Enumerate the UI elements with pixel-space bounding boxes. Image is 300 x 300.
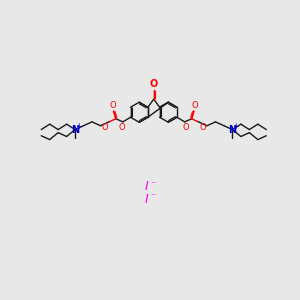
Text: O: O [110, 101, 116, 110]
Text: I: I [145, 193, 148, 206]
Text: ⁻: ⁻ [151, 193, 156, 203]
Text: O: O [199, 123, 206, 132]
Text: N: N [228, 124, 236, 135]
Text: ⁻: ⁻ [151, 180, 156, 190]
Text: O: O [182, 123, 189, 132]
Text: I: I [145, 180, 148, 194]
Text: +: + [232, 122, 239, 131]
Text: O: O [150, 79, 158, 89]
Text: O: O [119, 123, 125, 132]
Text: N: N [71, 124, 79, 135]
Text: O: O [191, 101, 198, 110]
Text: +: + [75, 122, 81, 131]
Text: O: O [102, 123, 108, 132]
